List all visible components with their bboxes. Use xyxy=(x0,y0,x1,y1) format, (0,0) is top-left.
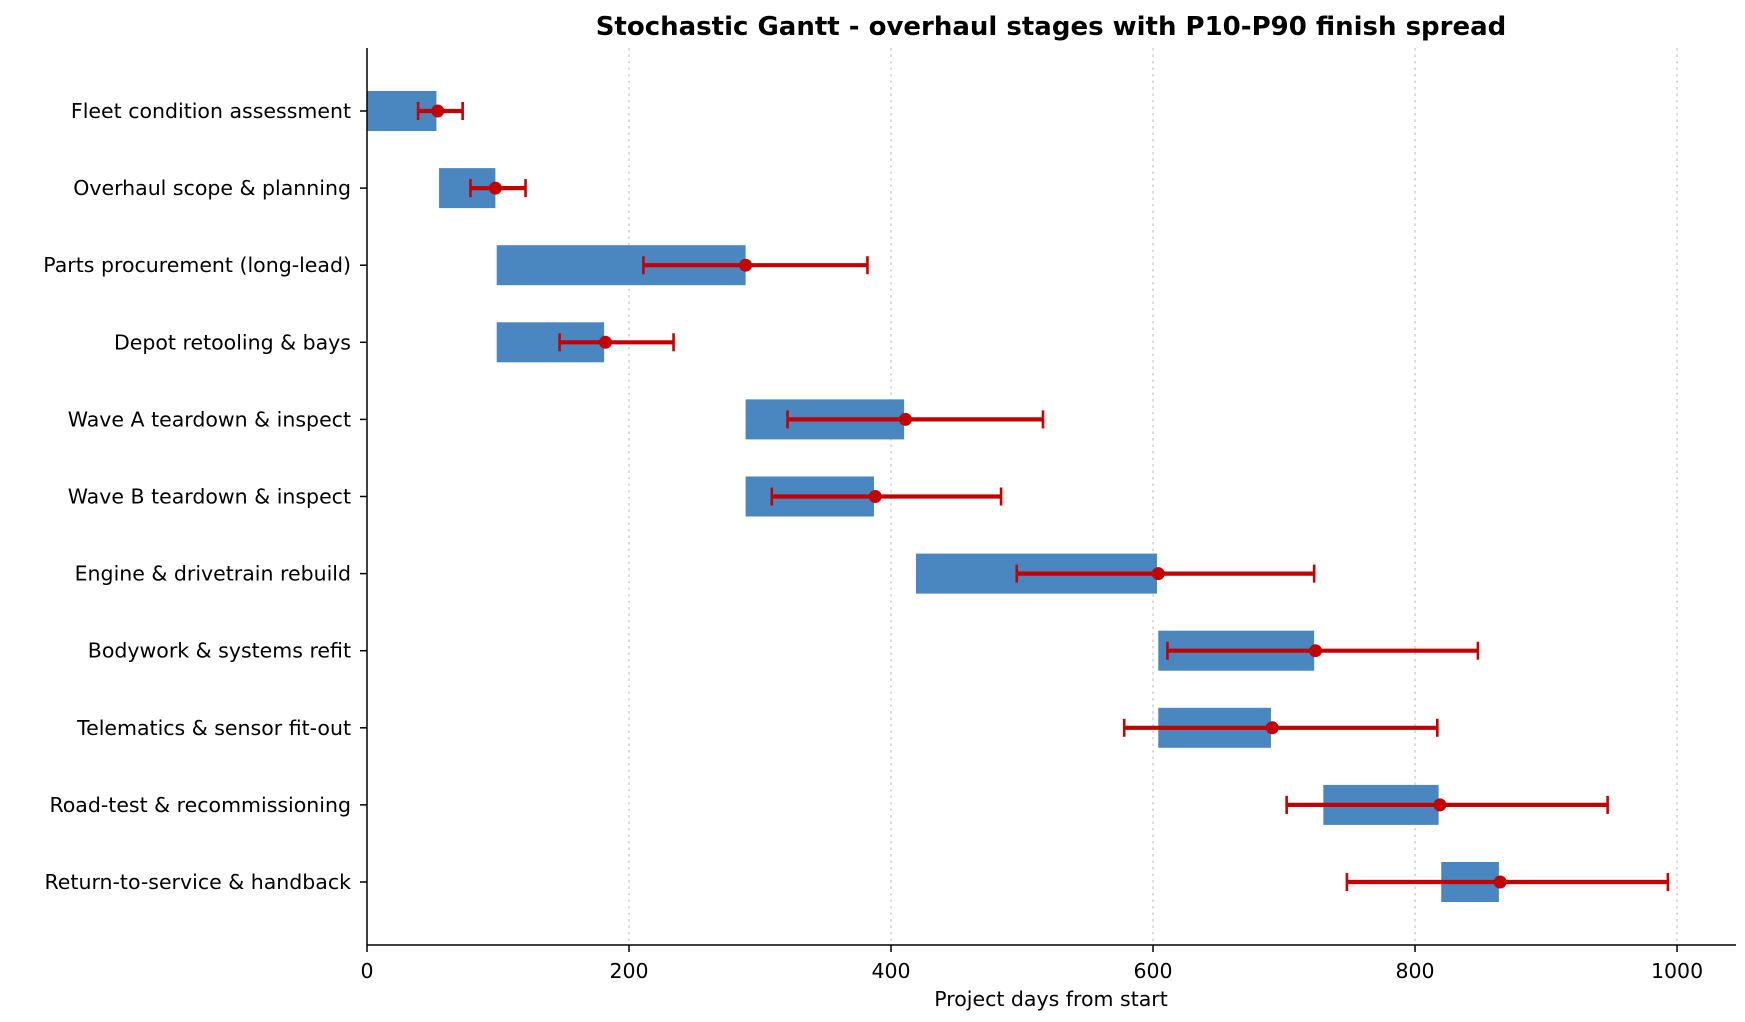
x-tick-label: 800 xyxy=(1395,959,1434,983)
x-axis-ticks: 0 200 400 600 800 1000 xyxy=(360,945,1703,983)
task-label: Wave B teardown & inspect xyxy=(68,485,351,509)
task-label: Road-test & recommissioning xyxy=(49,793,351,817)
task-label: Bodywork & systems refit xyxy=(88,639,351,663)
task-label: Wave A teardown & inspect xyxy=(68,407,351,431)
p50-marker xyxy=(1265,721,1279,735)
x-tick-label: 200 xyxy=(609,959,648,983)
finish-spread-markers xyxy=(416,102,1670,891)
p50-marker xyxy=(1493,875,1507,889)
chart-title: Stochastic Gantt - overhaul stages with … xyxy=(596,12,1507,42)
x-axis-label: Project days from start xyxy=(934,987,1168,1011)
x-tick-label: 0 xyxy=(360,959,373,983)
x-tick-label: 600 xyxy=(1133,959,1172,983)
task-labels: Fleet condition assessment Overhaul scope… xyxy=(43,99,367,894)
task-label: Return-to-service & handback xyxy=(44,870,351,894)
task-label: Parts procurement (long-lead) xyxy=(43,253,351,277)
p50-marker xyxy=(431,104,445,118)
task-label: Depot retooling & bays xyxy=(114,330,351,354)
p50-marker xyxy=(739,258,753,272)
x-tick-label: 1000 xyxy=(1651,959,1703,983)
task-label: Overhaul scope & planning xyxy=(73,176,351,200)
p50-marker xyxy=(868,490,882,503)
p50-marker xyxy=(1151,567,1165,581)
task-label: Telematics & sensor fit-out xyxy=(76,716,351,740)
x-tick-label: 400 xyxy=(871,959,910,983)
p50-marker xyxy=(1308,644,1322,658)
p50-marker xyxy=(898,412,912,426)
p50-marker xyxy=(598,335,612,349)
task-label: Fleet condition assessment xyxy=(71,99,351,123)
task-label: Engine & drivetrain rebuild xyxy=(75,562,351,586)
p50-marker xyxy=(488,181,502,195)
p50-marker xyxy=(1433,798,1447,812)
